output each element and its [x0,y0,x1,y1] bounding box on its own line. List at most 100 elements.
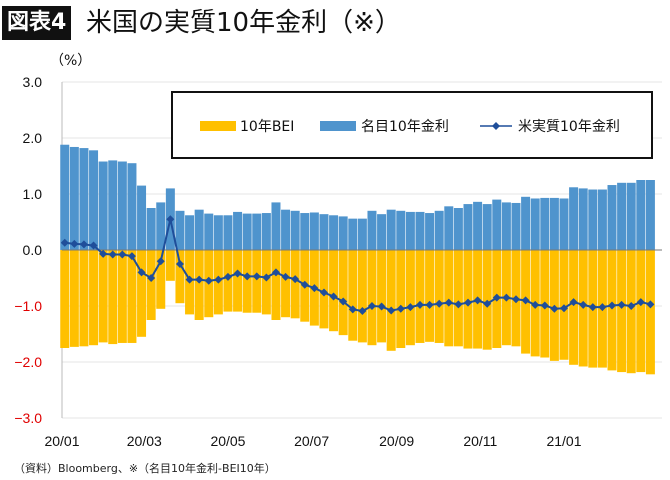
nominal-bar [242,213,252,250]
nominal-bar [569,187,579,250]
nominal-bar [501,202,511,250]
real-rate-marker [118,250,127,259]
real-rate-marker [435,299,444,308]
bei-bar [156,250,166,309]
bei-bar [79,250,89,347]
legend-marker-real [492,122,500,130]
real-rate-marker [608,301,617,310]
real-rate-marker [156,257,165,266]
nominal-bar [300,213,310,250]
nominal-bar [89,150,99,250]
nominal-bar [252,213,262,250]
real-rate-marker [281,272,290,281]
nominal-bar [357,218,367,250]
nominal-bar [636,180,646,250]
nominal-bar [309,212,319,250]
real-rate-marker [185,275,194,284]
real-rate-marker [70,239,79,248]
y-tick-label: 2.0 [23,130,43,146]
y-tick-label: 0.0 [23,242,43,258]
real-rate-marker [195,275,204,284]
bei-bar [357,250,367,343]
bei-bar [194,250,204,320]
real-rate-marker [502,293,511,302]
bei-bar [117,250,127,343]
bei-bar [348,250,358,341]
nominal-bar [69,146,79,250]
y-axis-unit: （%） [50,53,92,69]
bei-bar [60,250,70,348]
bei-bar [425,250,435,342]
real-rate-marker [425,300,434,309]
real-rate-marker [463,298,472,307]
bei-bar [617,250,627,373]
x-tick-label: 20/01 [44,433,79,449]
real-rate-marker [483,299,492,308]
real-rate-marker [367,302,376,310]
real-rate-marker [415,300,424,309]
nominal-bar [204,213,214,250]
real-rate-marker [204,276,213,285]
legend-label-real: 米実質10年金利 [518,119,620,135]
bei-bar [329,250,339,332]
nominal-bar [319,214,329,250]
nominal-bar [482,204,492,250]
real-rate-marker [492,293,501,302]
real-rate-marker [636,298,645,307]
real-rate-marker [79,240,88,249]
x-tick-label: 20/03 [127,433,162,449]
real-rate-marker [444,298,453,307]
real-rate-marker [406,303,415,312]
nominal-bar [281,209,291,250]
nominal-bar [617,182,627,250]
nominal-bar [521,196,531,250]
x-tick-label: 20/05 [210,433,245,449]
nominal-bar [626,182,636,250]
real-rate-marker [137,268,146,277]
real-rate-marker [262,273,271,282]
bei-bar [607,250,617,371]
nominal-bar [117,161,127,250]
bei-bar [626,250,636,374]
nominal-bar [396,210,406,250]
nominal-bar [511,202,521,250]
bei-bar [281,250,291,318]
real-rate-marker [310,284,319,293]
nominal-bar [540,197,550,250]
real-rate-marker [358,307,367,316]
y-tick-label: −3.0 [14,410,42,426]
nominal-bar [377,214,387,250]
real-rate-marker [291,275,300,284]
real-rate-marker [560,304,568,313]
bei-bar [261,250,271,315]
real-rate-marker [166,215,175,224]
real-rate-marker [511,295,520,304]
real-rate-marker [233,269,242,278]
real-rate-marker [617,300,626,309]
bei-bar [415,250,425,343]
real-rate-marker [214,275,223,284]
nominal-bar [146,208,156,250]
nominal-bar [415,211,425,250]
bei-bar [252,250,262,313]
real-rate-marker [396,304,405,313]
real-rate-marker [550,304,559,313]
chart-title: 米国の実質10年金利（※） [86,8,401,38]
real-rate-marker [540,301,549,310]
nominal-bar [444,206,454,250]
nominal-bar [492,199,502,250]
legend-box [171,91,653,159]
real-rate-marker [147,274,156,282]
bei-bar [367,250,377,346]
x-tick-label: 21/01 [546,433,581,449]
bei-bar [108,250,118,345]
real-rate-marker [108,250,117,259]
real-rate-marker [319,288,328,297]
real-rate-marker [569,298,578,307]
x-tick-label: 20/07 [294,433,329,449]
bei-bar [127,250,137,343]
y-tick-label: 3.0 [23,74,43,90]
real-rate-marker [89,241,98,250]
bei-bar [242,250,252,313]
nominal-bar [213,215,223,250]
